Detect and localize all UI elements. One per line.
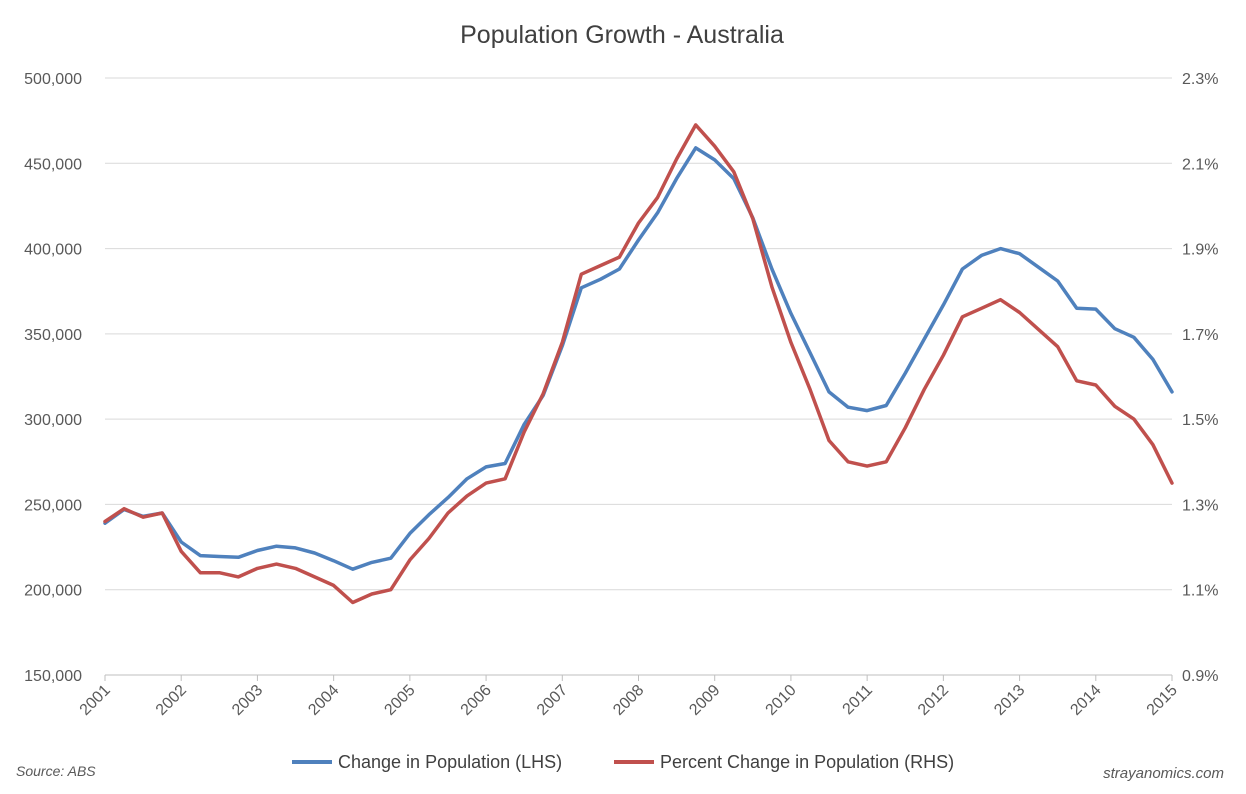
x-tick-label: 2005: [381, 682, 418, 719]
y-right-tick-label: 0.9%: [1182, 668, 1218, 685]
y-left-tick-label: 450,000: [24, 156, 82, 173]
x-tick-label: 2007: [534, 682, 571, 719]
legend: Change in Population (LHS) Percent Chang…: [292, 752, 954, 772]
x-tick-label: 2008: [610, 682, 647, 719]
gridlines: [105, 77, 1172, 676]
y-right-tick-label: 1.9%: [1182, 242, 1218, 259]
y-axis-left: 150,000 200,000 250,000 300,000 350,000 400,0…: [24, 71, 82, 685]
y-left-tick-label: 150,000: [24, 668, 82, 685]
x-axis: 2001 2002 2003 2004 2005 2006 2007 2008 2009 2010…: [77, 674, 1181, 719]
legend-label-lhs: Change in Population (LHS): [338, 752, 562, 772]
y-axis-right: 0.9% 1.1% 1.3% 1.5% 1.7% 1.9% 2.1% 2.3%: [1182, 71, 1218, 685]
x-tick-label: 2015: [1144, 682, 1181, 719]
x-tick-label: 2013: [991, 682, 1028, 719]
series-line-change-in-population: [103, 146, 1174, 571]
series-line-percent-change: [103, 123, 1174, 605]
y-left-tick-label: 500,000: [24, 71, 82, 88]
x-tick-label: 2006: [458, 682, 495, 719]
x-tick-label: 2014: [1067, 682, 1104, 719]
x-tick-label: 2011: [840, 682, 876, 718]
y-right-tick-label: 2.1%: [1182, 156, 1218, 173]
y-right-tick-label: 1.5%: [1182, 412, 1218, 429]
x-tick-label: 2001: [77, 682, 114, 719]
y-left-tick-label: 350,000: [24, 327, 82, 344]
y-right-tick-label: 1.7%: [1182, 327, 1218, 344]
chart-title: Population Growth - Australia: [460, 21, 784, 49]
x-tick-label: 2010: [763, 682, 800, 719]
x-tick-label: 2003: [229, 682, 266, 719]
y-right-tick-label: 1.1%: [1182, 583, 1218, 600]
legend-label-rhs: Percent Change in Population (RHS): [660, 752, 954, 772]
y-left-tick-label: 300,000: [24, 412, 82, 429]
y-left-tick-label: 250,000: [24, 497, 82, 514]
y-left-tick-label: 200,000: [24, 583, 82, 600]
x-tick-label: 2002: [153, 682, 190, 719]
y-left-tick-label: 400,000: [24, 242, 82, 259]
x-tick-label: 2009: [686, 682, 723, 719]
y-right-tick-label: 2.3%: [1182, 71, 1218, 88]
y-right-tick-label: 1.3%: [1182, 497, 1218, 514]
x-tick-label: 2012: [915, 682, 952, 719]
series-group: [103, 123, 1174, 605]
x-tick-label: 2004: [305, 682, 342, 719]
site-credit: strayanomics.com: [1103, 765, 1224, 782]
source-note: Source: ABS: [16, 763, 96, 779]
